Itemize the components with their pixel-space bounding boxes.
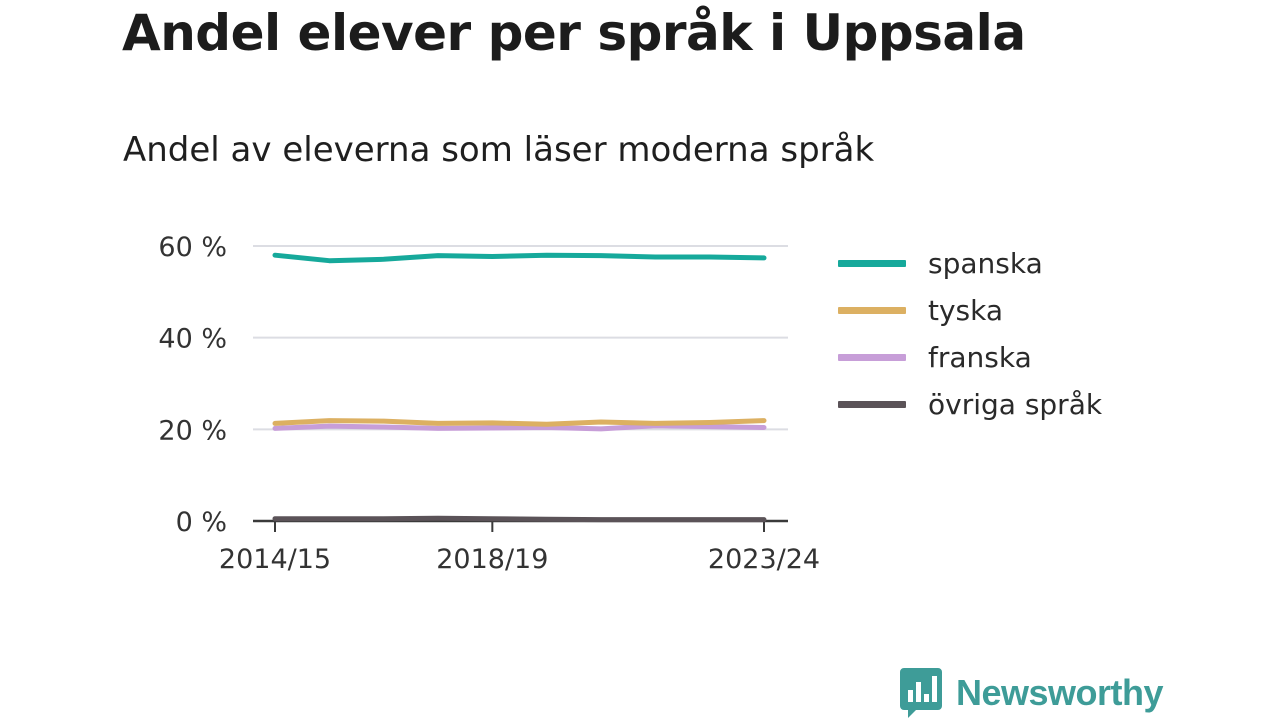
x-tick-label: 2014/15 <box>219 544 331 575</box>
legend-label: tyska <box>928 294 1004 327</box>
legend-item: övriga språk <box>838 381 1102 428</box>
legend-swatch <box>838 401 906 408</box>
newsworthy-brand: Newsworthy <box>900 668 1164 718</box>
series-lines <box>272 252 767 523</box>
legend-item: spanska <box>838 240 1102 287</box>
legend-item: franska <box>838 334 1102 381</box>
series-line-spanska <box>272 252 767 264</box>
y-tick-label: 60 % <box>158 232 227 263</box>
series-line-övriga-språk <box>272 515 767 523</box>
y-tick-label: 20 % <box>158 415 227 446</box>
y-tick-label: 40 % <box>158 324 227 355</box>
legend-item: tyska <box>838 287 1102 334</box>
series-line-tyska <box>272 418 767 427</box>
y-tick-label: 0 % <box>176 507 227 538</box>
legend-swatch <box>838 354 906 361</box>
x-axis: 2014/15 2018/19 2023/24 <box>219 519 820 575</box>
chart-subtitle: Andel av eleverna som läser moderna språ… <box>123 130 875 170</box>
brand-name: Newsworthy <box>956 672 1164 713</box>
newsworthy-bar-chart-logo-icon <box>900 668 942 718</box>
legend-label: spanska <box>928 247 1043 280</box>
x-tick-label: 2023/24 <box>708 544 820 575</box>
chart-title: Andel elever per språk i Uppsala <box>122 4 1026 62</box>
y-axis-tick-labels: 0 % 20 % 40 % 60 % <box>158 232 227 538</box>
legend: spanska tyska franska övriga språk <box>838 240 1102 428</box>
legend-label: franska <box>928 341 1032 374</box>
x-tick-label: 2018/19 <box>436 544 548 575</box>
legend-label: övriga språk <box>928 388 1103 421</box>
legend-swatch <box>838 307 906 314</box>
legend-swatch <box>838 260 906 267</box>
gridlines <box>253 245 788 431</box>
series-line-franska <box>272 423 767 432</box>
